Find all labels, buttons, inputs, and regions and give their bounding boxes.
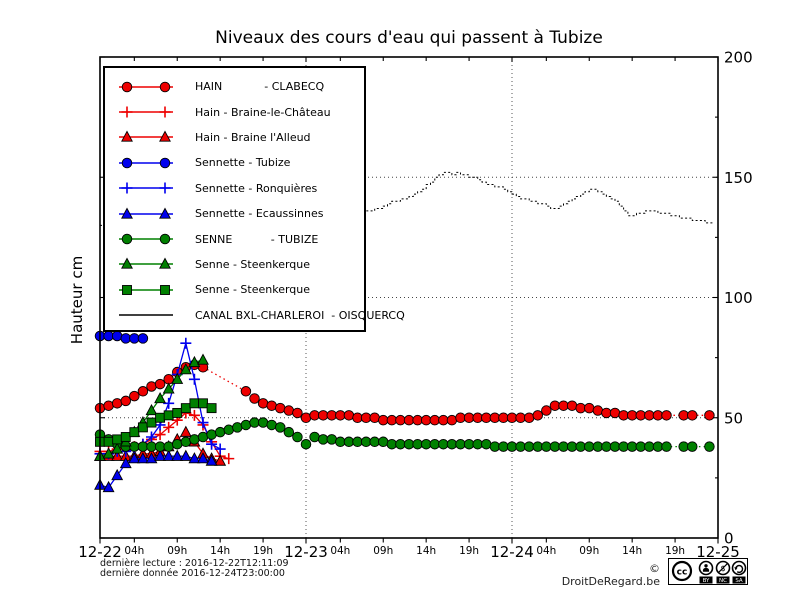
legend-item: Senne - Steenkerque (105, 252, 364, 277)
cc-logo-text: cc (677, 568, 688, 578)
sa-label: SA (735, 578, 743, 584)
x-hour-label: 09h (579, 545, 599, 557)
legend-item: Sennette - Tubize (105, 150, 364, 175)
plus-marker-icon (119, 106, 173, 118)
x-day-label: 12-23 (284, 543, 328, 561)
legend-label: Sennette - Ronquières (195, 181, 318, 195)
cc-license-badge: cc $ BY NC SA (668, 558, 748, 585)
y-tick-label: 50 (724, 409, 743, 427)
legend-label: SENNE - TUBIZE (195, 232, 319, 246)
square-marker-icon (119, 284, 173, 295)
triangle-marker-icon (119, 130, 173, 143)
legend-item: Senne - Steenkerque (105, 277, 364, 302)
nc-no-dollar-icon: $ (715, 560, 731, 576)
nc-label: NC (719, 578, 727, 584)
legend-item: Sennette - Ecaussinnes (105, 201, 364, 226)
x-hour-label: 04h (536, 545, 556, 557)
x-day-label: 12-25 (696, 543, 740, 561)
x-hour-label: 14h (210, 545, 230, 557)
series-hain-clabecq (94, 359, 715, 426)
cc-logo-icon (671, 560, 693, 582)
legend-item: HAIN - CLABECQ (105, 74, 364, 99)
x-hour-label: 04h (124, 545, 144, 557)
legend-label: CANAL BXL-CHARLEROI - OISQUERCQ (195, 308, 405, 322)
legend-label: Hain - Braine l'Alleud (195, 130, 311, 144)
y-tick-label: 200 (724, 49, 753, 67)
legend-label: Senne - Steenkerque (195, 257, 311, 271)
chart-title: Niveaux des cours d'eau qui passent à Tu… (215, 28, 603, 48)
legend-item: SENNE - TUBIZE (105, 226, 364, 251)
x-day-label: 12-22 (78, 543, 122, 561)
sa-label-bg (732, 576, 746, 584)
x-hour-label: 19h (253, 545, 273, 557)
axis-ticks (99, 56, 719, 544)
plus-marker-icon (119, 182, 173, 194)
by-label-bg (699, 576, 713, 584)
triangle-marker-icon (119, 207, 173, 219)
series-senne-steenkerque-aval (95, 398, 217, 447)
last-data-text: dernière donnée 2016-12-24T23:00:00 (100, 568, 285, 579)
legend-label: Senne - Steenkerque (195, 283, 311, 297)
legend-item: CANAL BXL-CHARLEROI - OISQUERCQ (105, 303, 405, 328)
x-hour-label: 04h (330, 545, 350, 557)
nc-label-bg (716, 576, 730, 584)
by-person-icon (698, 560, 714, 576)
x-day-label: 12-24 (490, 543, 534, 561)
circle-marker-icon (119, 233, 173, 245)
circle-marker-icon (119, 157, 173, 169)
y-axis-label: Hauteur cm (68, 255, 86, 345)
axis-tick-labels: 0 50 100 150 200 12-22 12-23 12-24 12-25 04h 09h 14… (78, 49, 752, 562)
legend-label: HAIN - CLABECQ (195, 80, 325, 94)
series-sennette-ecaussinnes (94, 449, 218, 493)
legend-label: Hain - Braine-le-Château (195, 105, 331, 119)
circle-marker-icon (119, 81, 173, 92)
legend-item: Hain - Braine l'Alleud (105, 125, 364, 150)
legend: HAIN - CLABECQ Hain - Braine-le-Château Ha… (103, 66, 405, 332)
legend-label: Sennette - Ecaussinnes (195, 207, 324, 221)
sa-share-alike-icon (731, 560, 747, 576)
y-tick-label: 150 (724, 169, 753, 187)
x-hour-label: 09h (167, 545, 187, 557)
x-hour-label: 14h (622, 545, 642, 557)
x-hour-label: 09h (373, 545, 393, 557)
triangle-marker-icon (119, 257, 173, 270)
series-senne-tubize (94, 417, 715, 452)
y-tick-label: 100 (724, 289, 753, 307)
by-label: BY (703, 578, 710, 584)
legend-item: Sennette - Ronquières (105, 176, 364, 201)
copyright-text: © DroitDeRegard.be (561, 562, 660, 588)
x-hour-label: 19h (665, 545, 685, 557)
x-hour-label: 19h (459, 545, 479, 557)
y-tick-label: 0 (724, 530, 734, 548)
legend-item: Hain - Braine-le-Château (105, 99, 364, 124)
x-hour-label: 14h (416, 545, 436, 557)
line-marker-icon (119, 314, 173, 316)
series-sennette-tubize (94, 330, 149, 344)
series-canal-bxl-charleroi-oisquercq (100, 171, 714, 226)
legend-label: Sennette - Tubize (195, 156, 291, 170)
last-reading-text: dernière lecture : 2016-12-22T12:11:09 (100, 558, 289, 569)
